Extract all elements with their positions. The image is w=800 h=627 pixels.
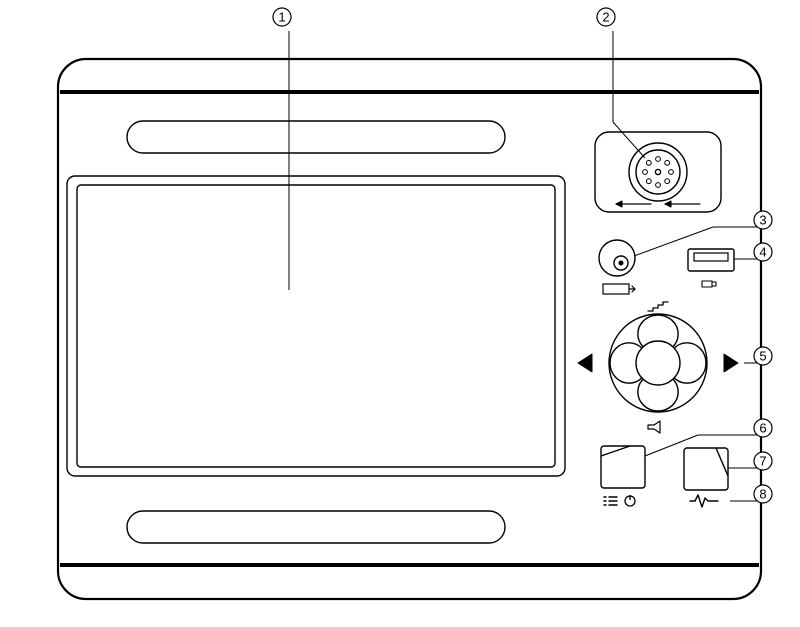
volume-up-icon [648,302,668,311]
connector-pin [669,170,674,175]
bottom-speaker-slot [127,511,505,543]
callout-number: 8 [759,487,766,502]
connector-pin [656,183,661,188]
usb-port-inner [694,253,728,261]
menu-list-icon [604,497,617,505]
connector-pin [646,179,651,184]
connector-pin [665,179,670,184]
connector-pin [656,157,661,162]
volume-down-icon [648,421,660,433]
usb-port[interactable] [688,249,734,271]
dc-power-arrow-icon [629,286,635,292]
callout-number: 7 [759,454,766,469]
top-speaker-slot [127,121,505,153]
callout-leader [613,122,645,158]
arrow-right-icon [724,354,738,372]
callout-leader [634,227,713,256]
connector-pin [665,160,670,165]
connector-panel [595,132,721,212]
display-screen[interactable] [77,185,555,467]
dpad-center-knob[interactable] [636,341,680,385]
waveform-icon [690,495,718,507]
arrow-left-icon [578,354,592,372]
connector-arrow-in-head [665,201,671,207]
callout-number: 6 [759,421,766,436]
dc-power-icon [603,284,629,294]
callout-number: 5 [759,349,766,364]
callout-leader [645,435,698,456]
connector-center-pin [655,169,660,174]
connector-pin [643,170,648,175]
usb-stick-icon [702,281,716,287]
connector-pin [646,160,651,165]
connector-arrow-out-head [616,201,622,207]
waveform-button[interactable] [684,448,728,490]
waveform-button-fold [716,448,728,476]
callout-number: 2 [602,10,609,25]
menu-button-fold [601,446,630,456]
device-bezel [58,59,761,599]
connector-ring-outer [629,143,687,201]
menu-power-button[interactable] [601,446,645,488]
callout-number: 4 [759,245,766,260]
screen-frame [67,176,565,476]
callout-number: 3 [759,213,766,228]
callout-number: 1 [278,10,285,25]
dc-jack-dot [619,261,623,265]
